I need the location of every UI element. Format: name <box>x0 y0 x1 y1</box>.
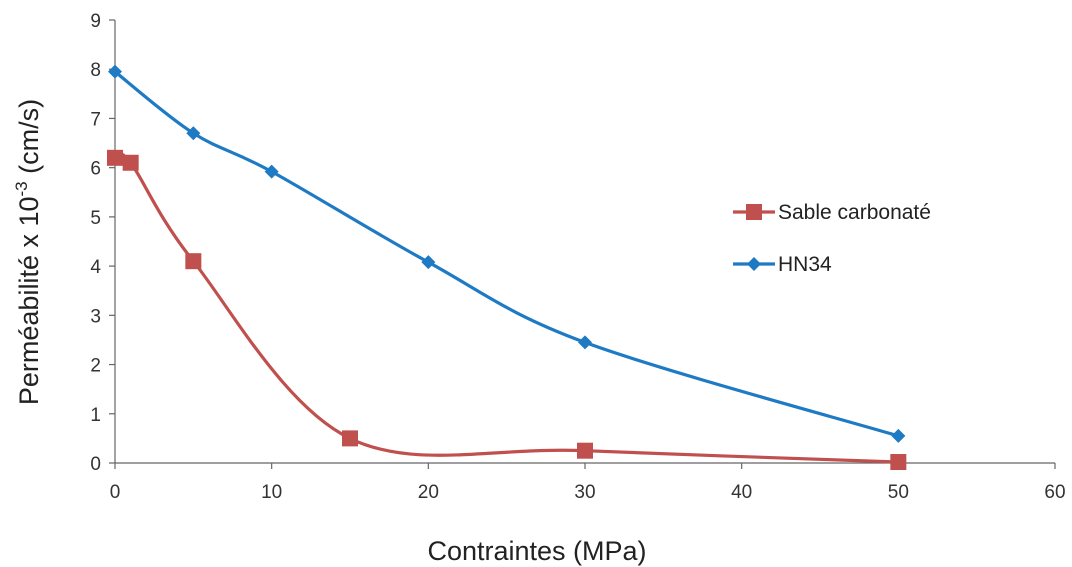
x-tick-label: 20 <box>418 482 439 503</box>
data-point <box>185 253 202 270</box>
x-ticks: 0 10 20 30 40 50 60 <box>110 463 1066 503</box>
data-point <box>421 255 436 270</box>
y-tick-label: 3 <box>90 306 101 327</box>
legend-label: HN34 <box>778 253 832 276</box>
legend: Sable carbonaté HN34 <box>733 201 931 276</box>
legend-item: HN34 <box>733 253 832 276</box>
y-axis-title-exponent: -3 <box>12 181 31 196</box>
data-point <box>107 149 123 166</box>
data-point <box>577 442 593 459</box>
x-tick-label: 30 <box>574 482 595 503</box>
legend-marker <box>747 257 761 271</box>
y-tick-label: 5 <box>90 208 101 229</box>
y-tick-label: 2 <box>90 356 101 377</box>
data-point <box>186 126 201 141</box>
y-tick-label: 6 <box>90 159 101 180</box>
x-tick-label: 40 <box>731 482 752 503</box>
y-tick-label: 0 <box>90 454 101 475</box>
y-tick-label: 4 <box>90 257 101 278</box>
axes: 0 1 2 3 4 5 6 7 8 9 0 10 20 30 40 50 60 <box>90 11 1065 503</box>
y-axis-title-suffix: (cm/s) <box>14 99 44 181</box>
y-tick-label: 1 <box>90 405 101 426</box>
y-tick-label: 9 <box>90 11 101 32</box>
x-tick-label: 10 <box>261 482 282 503</box>
legend-label: Sable carbonaté <box>778 201 931 224</box>
data-point <box>122 154 139 171</box>
y-axis-title: Perméabilité x 10-3 (cm/s) <box>12 99 44 405</box>
series-layer <box>107 64 907 471</box>
data-point <box>578 335 592 350</box>
data-point <box>264 164 279 179</box>
y-ticks: 0 1 2 3 4 5 6 7 8 9 <box>90 11 115 475</box>
data-point <box>891 428 906 443</box>
data-point <box>342 430 358 447</box>
legend-marker <box>746 204 762 220</box>
y-axis-title-prefix: Perméabilité x 10 <box>14 197 44 406</box>
legend-item: Sable carbonaté <box>733 201 931 224</box>
x-axis-title: Contraintes (MPa) <box>427 536 646 566</box>
y-tick-label: 7 <box>90 109 101 130</box>
series-2 <box>108 64 906 443</box>
x-tick-label: 50 <box>888 482 909 503</box>
series-1 <box>107 149 907 471</box>
y-tick-label: 8 <box>90 60 101 81</box>
x-tick-label: 60 <box>1044 482 1065 503</box>
data-point <box>890 454 907 471</box>
data-point <box>108 64 122 79</box>
x-tick-label: 0 <box>110 482 121 503</box>
